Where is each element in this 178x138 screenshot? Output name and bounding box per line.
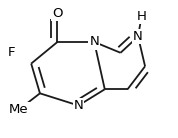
Text: N: N xyxy=(74,99,83,112)
Text: Me: Me xyxy=(9,103,29,116)
Text: N: N xyxy=(89,35,99,48)
Text: N: N xyxy=(133,30,143,43)
Text: O: O xyxy=(52,7,63,20)
Text: F: F xyxy=(8,46,16,59)
Text: H: H xyxy=(137,10,146,23)
